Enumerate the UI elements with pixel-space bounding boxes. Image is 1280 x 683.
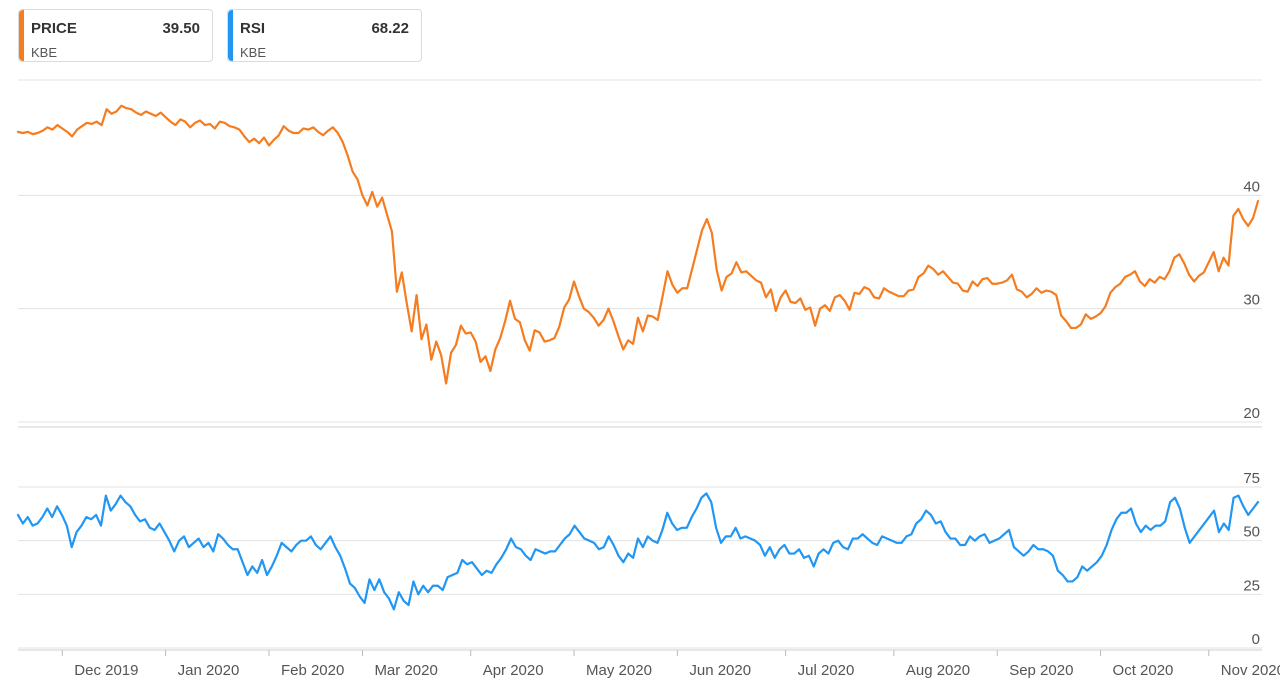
y-tick-label: 0 bbox=[1252, 631, 1260, 648]
x-tick-label: Jun 2020 bbox=[689, 662, 751, 679]
x-tick-label: Apr 2020 bbox=[483, 662, 544, 679]
y-tick-label: 20 bbox=[1243, 405, 1260, 422]
series-line-price[interactable] bbox=[16, 104, 1260, 385]
y-tick-label: 25 bbox=[1243, 577, 1260, 594]
x-tick-label: Dec 2019 bbox=[74, 662, 138, 679]
x-tick-label: Oct 2020 bbox=[1113, 662, 1174, 679]
x-tick-label: Jan 2020 bbox=[178, 662, 240, 679]
rsi-panel: 75 50 25 0 bbox=[16, 470, 1262, 649]
x-tick-label: Mar 2020 bbox=[374, 662, 437, 679]
legend-series-value: 68.22 bbox=[371, 20, 409, 37]
legend-card-rsi[interactable]: RSI 68.22 KBE bbox=[227, 9, 422, 62]
y-tick-label: 30 bbox=[1243, 292, 1260, 309]
legend-series-value: 39.50 bbox=[162, 20, 200, 37]
x-tick-label: Feb 2020 bbox=[281, 662, 344, 679]
y-tick-label: 50 bbox=[1243, 524, 1260, 541]
legend-series-name: RSI bbox=[240, 20, 266, 37]
series-line-rsi[interactable] bbox=[16, 492, 1260, 611]
x-tick-label: Jul 2020 bbox=[798, 662, 855, 679]
legend-ticker: KBE bbox=[31, 45, 58, 60]
x-tick-label: Nov 2020 bbox=[1221, 662, 1280, 679]
legend-color-bar bbox=[19, 10, 24, 61]
legend-series-name: PRICE bbox=[31, 20, 77, 37]
legend-color-bar bbox=[228, 10, 233, 61]
y-tick-label: 75 bbox=[1243, 470, 1260, 487]
x-tick-label: May 2020 bbox=[586, 662, 652, 679]
x-axis: Dec 2019 Jan 2020 Feb 2020 Mar 2020 Apr 2020… bbox=[18, 649, 1280, 679]
y-tick-label: 40 bbox=[1243, 178, 1260, 195]
legend-ticker: KBE bbox=[240, 45, 267, 60]
price-panel: 40 30 20 bbox=[16, 79, 1262, 428]
x-tick-label: Sep 2020 bbox=[1009, 662, 1073, 679]
x-tick-label: Aug 2020 bbox=[906, 662, 970, 679]
legend-card-price[interactable]: PRICE 39.50 KBE bbox=[18, 9, 213, 62]
